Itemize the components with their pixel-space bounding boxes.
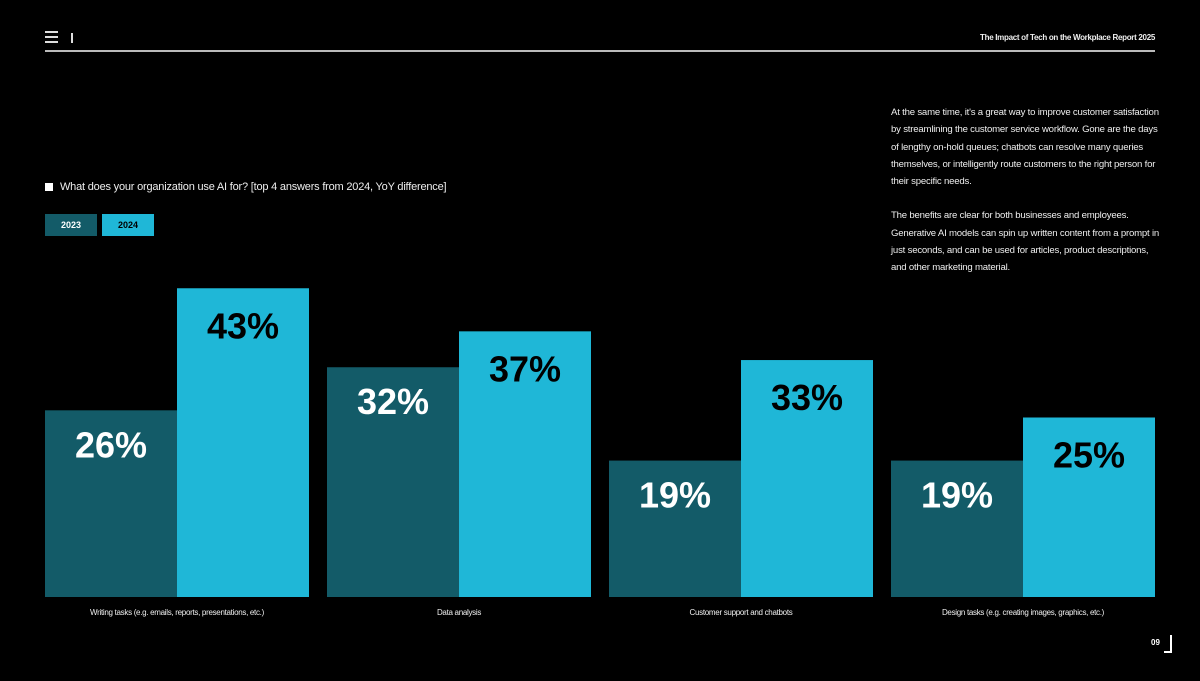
page-number: 09 [1151,638,1160,647]
data-label: 43% [207,305,279,346]
paragraph: The benefits are clear for both business… [891,210,1160,274]
chart-title: What does your organization use AI for? … [45,181,447,193]
corner-mark-icon [1164,635,1172,653]
divider [71,33,73,43]
header-rule [45,50,1155,52]
category-label: Data analysis [437,608,481,617]
category-label: Design tasks (e.g. creating images, grap… [942,608,1105,617]
bullet-square-icon [45,183,53,191]
report-title: The Impact of Tech on the Workplace Repo… [980,33,1155,42]
bar-2024-0 [177,288,309,597]
data-label: 37% [489,348,561,389]
data-label: 33% [771,377,843,418]
legend-item-2023: 2023 [45,214,97,236]
bar-2023-3 [891,460,1023,597]
legend-item-2024: 2024 [102,214,154,236]
bar-2024-2 [741,360,873,597]
bar-2024-1 [459,331,591,597]
paragraph: At the same time, it's a great way to im… [891,107,1159,188]
legend: 2023 2024 [45,214,154,236]
body-text: At the same time, it's a great way to im… [891,104,1161,294]
bar-2023-2 [609,460,741,597]
chart-title-text: What does your organization use AI for? … [60,181,447,193]
category-label: Writing tasks (e.g. emails, reports, pre… [90,608,265,617]
bar-2024-3 [1023,417,1155,597]
category-label: Customer support and chatbots [690,608,793,617]
data-label: 19% [639,475,711,516]
data-label: 25% [1053,435,1125,476]
data-label: 26% [75,424,147,465]
bar-2023-1 [327,367,459,597]
data-label: 19% [921,475,993,516]
hamburger-icon[interactable] [45,31,58,43]
data-label: 32% [357,381,429,422]
bar-2023-0 [45,410,177,597]
